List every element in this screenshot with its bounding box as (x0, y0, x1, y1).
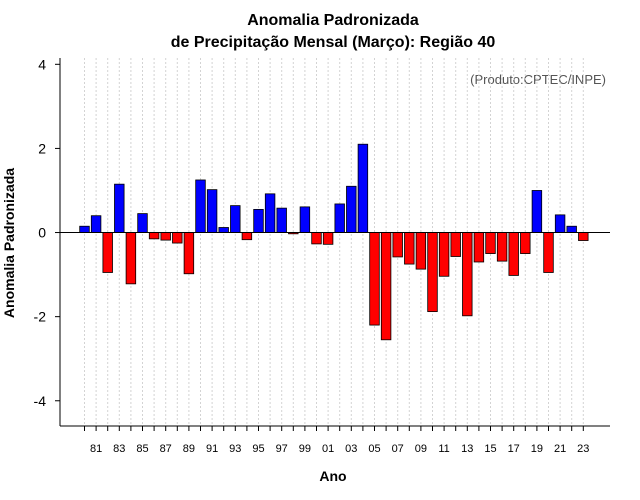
bar (508, 232, 519, 276)
y-tick-label: 0 (38, 225, 46, 241)
bar (160, 232, 171, 241)
axes: -4 -2 0 2 4 81 83 85 87 89 91 93 95 97 99 01 03 05 07 09 11 1… (34, 56, 610, 455)
bar (276, 207, 287, 233)
x-axis-title: Ano (319, 468, 346, 484)
x-tick-label: 01 (322, 443, 334, 455)
bar (462, 232, 473, 317)
bar (578, 232, 589, 241)
y-tick-label: -2 (34, 309, 47, 325)
bar (264, 193, 276, 233)
bar (241, 232, 253, 241)
bar (438, 232, 450, 277)
bar (566, 225, 577, 233)
x-tick-label: 83 (113, 443, 125, 455)
bar (496, 232, 508, 262)
x-tick-label: 17 (508, 443, 520, 455)
bar (148, 232, 160, 240)
bar (230, 205, 241, 233)
x-tick-label: 07 (392, 443, 404, 455)
x-tick-label: 85 (136, 443, 148, 455)
bar (473, 232, 485, 263)
bar (531, 190, 543, 233)
bar (114, 183, 125, 233)
y-axis-title: Anomalia Padronizada (1, 168, 17, 318)
bar (102, 232, 113, 273)
bar (346, 185, 357, 233)
bar (450, 232, 461, 257)
x-tick-label: 87 (160, 443, 172, 455)
bar (543, 232, 554, 273)
bar (172, 232, 183, 244)
bar (369, 232, 380, 326)
bar (554, 214, 566, 233)
x-tick-label: 93 (229, 443, 241, 455)
bar (404, 232, 415, 265)
grid-lines (84, 58, 584, 426)
x-tick-label: 81 (90, 443, 102, 455)
x-tick-label: 05 (368, 443, 380, 455)
bar (357, 143, 369, 233)
x-tick-label: 11 (438, 443, 449, 455)
chart-subtitle: de Precipitação Mensal (Março): Região 4… (171, 34, 496, 51)
y-tick-label: 4 (38, 56, 46, 72)
bar (485, 232, 496, 254)
bar (520, 232, 531, 254)
bar (125, 232, 137, 285)
bar (137, 213, 148, 233)
bar (415, 232, 427, 270)
x-tick-label: 95 (252, 443, 264, 455)
x-tick-label: 15 (484, 443, 496, 455)
y-tick-label: -4 (34, 393, 47, 409)
x-tick-label: 89 (183, 443, 195, 455)
x-tick-label: 21 (554, 443, 566, 455)
bar (380, 232, 392, 341)
x-tick-label: 13 (461, 443, 473, 455)
bar (334, 203, 345, 233)
x-tick-label: 19 (531, 443, 543, 455)
bar (79, 225, 90, 233)
bar (253, 209, 264, 233)
bars (79, 143, 589, 341)
chart-title: Anomalia Padronizada (247, 12, 419, 29)
bar (427, 232, 438, 313)
bar (299, 206, 311, 233)
x-tick-label: 99 (299, 443, 311, 455)
x-tick-label: 91 (206, 443, 218, 455)
x-tick-label: 97 (276, 443, 288, 455)
x-tick-label: 09 (415, 443, 427, 455)
bar (392, 232, 403, 258)
bar (183, 232, 195, 275)
bar (90, 215, 102, 233)
bar (195, 179, 206, 233)
x-tick-label: 23 (577, 443, 589, 455)
x-tick-label: 03 (345, 443, 357, 455)
bar (311, 232, 322, 245)
bar (322, 232, 334, 245)
y-tick-label: 2 (38, 140, 46, 156)
bar (206, 189, 218, 233)
bar (218, 227, 229, 233)
